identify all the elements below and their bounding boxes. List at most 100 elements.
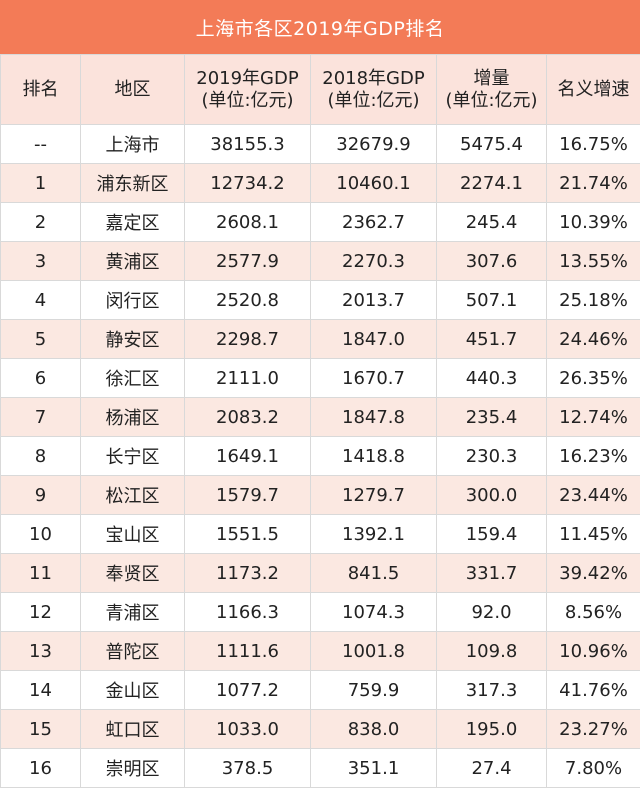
table-row: 8 长宁区 1649.1 1418.8 230.3 16.23% — [0, 436, 640, 476]
header-gdp-2018-unit: (单位:亿元) — [327, 89, 420, 111]
cell-rank: 1 — [0, 163, 81, 203]
cell-increase: 507.1 — [436, 280, 547, 320]
cell-rank: 9 — [0, 475, 81, 515]
cell-district: 嘉定区 — [80, 202, 185, 242]
cell-gdp-2019: 1551.5 — [184, 514, 311, 554]
cell-growth: 8.56% — [546, 592, 640, 632]
cell-district: 浦东新区 — [80, 163, 185, 203]
cell-gdp-2019: 38155.3 — [184, 124, 311, 164]
cell-gdp-2019: 2298.7 — [184, 319, 311, 359]
cell-growth: 24.46% — [546, 319, 640, 359]
cell-rank: 13 — [0, 631, 81, 671]
cell-rank: -- — [0, 124, 81, 164]
cell-rank: 8 — [0, 436, 81, 476]
table-row: 10 宝山区 1551.5 1392.1 159.4 11.45% — [0, 514, 640, 554]
cell-district: 虹口区 — [80, 709, 185, 749]
cell-gdp-2019: 2083.2 — [184, 397, 311, 437]
cell-gdp-2019: 2520.8 — [184, 280, 311, 320]
cell-gdp-2018: 1847.8 — [310, 397, 437, 437]
cell-gdp-2018: 1001.8 — [310, 631, 437, 671]
cell-gdp-2018: 841.5 — [310, 553, 437, 593]
cell-rank: 4 — [0, 280, 81, 320]
cell-gdp-2018: 10460.1 — [310, 163, 437, 203]
cell-gdp-2019: 1111.6 — [184, 631, 311, 671]
cell-district: 长宁区 — [80, 436, 185, 476]
header-growth: 名义增速 — [546, 54, 640, 125]
table-row: -- 上海市 38155.3 32679.9 5475.4 16.75% — [0, 124, 640, 164]
header-increase: 增量 (单位:亿元) — [436, 54, 547, 125]
cell-gdp-2018: 1392.1 — [310, 514, 437, 554]
table-row: 13 普陀区 1111.6 1001.8 109.8 10.96% — [0, 631, 640, 671]
cell-rank: 12 — [0, 592, 81, 632]
cell-rank: 14 — [0, 670, 81, 710]
header-gdp-2019: 2019年GDP (单位:亿元) — [184, 54, 311, 125]
cell-rank: 16 — [0, 748, 81, 788]
cell-growth: 25.18% — [546, 280, 640, 320]
table-row: 9 松江区 1579.7 1279.7 300.0 23.44% — [0, 475, 640, 515]
cell-district: 青浦区 — [80, 592, 185, 632]
cell-growth: 10.39% — [546, 202, 640, 242]
cell-gdp-2019: 1077.2 — [184, 670, 311, 710]
table-row: 6 徐汇区 2111.0 1670.7 440.3 26.35% — [0, 358, 640, 398]
cell-growth: 41.76% — [546, 670, 640, 710]
table-row: 4 闵行区 2520.8 2013.7 507.1 25.18% — [0, 280, 640, 320]
cell-increase: 307.6 — [436, 241, 547, 281]
cell-increase: 451.7 — [436, 319, 547, 359]
cell-growth: 16.23% — [546, 436, 640, 476]
cell-increase: 300.0 — [436, 475, 547, 515]
cell-gdp-2018: 1418.8 — [310, 436, 437, 476]
cell-rank: 10 — [0, 514, 81, 554]
table-row: 3 黄浦区 2577.9 2270.3 307.6 13.55% — [0, 241, 640, 281]
table-row: 7 杨浦区 2083.2 1847.8 235.4 12.74% — [0, 397, 640, 437]
cell-increase: 2274.1 — [436, 163, 547, 203]
cell-district: 金山区 — [80, 670, 185, 710]
header-rank: 排名 — [0, 54, 81, 125]
cell-increase: 235.4 — [436, 397, 547, 437]
cell-district: 闵行区 — [80, 280, 185, 320]
cell-rank: 2 — [0, 202, 81, 242]
cell-growth: 23.44% — [546, 475, 640, 515]
header-district: 地区 — [80, 54, 185, 125]
cell-district: 宝山区 — [80, 514, 185, 554]
cell-gdp-2018: 759.9 — [310, 670, 437, 710]
cell-gdp-2019: 1649.1 — [184, 436, 311, 476]
table-row: 11 奉贤区 1173.2 841.5 331.7 39.42% — [0, 553, 640, 593]
cell-increase: 195.0 — [436, 709, 547, 749]
cell-gdp-2019: 378.5 — [184, 748, 311, 788]
cell-gdp-2018: 1279.7 — [310, 475, 437, 515]
cell-district: 普陀区 — [80, 631, 185, 671]
cell-growth: 21.74% — [546, 163, 640, 203]
table-row: 5 静安区 2298.7 1847.0 451.7 24.46% — [0, 319, 640, 359]
cell-increase: 331.7 — [436, 553, 547, 593]
table-row: 12 青浦区 1166.3 1074.3 92.0 8.56% — [0, 592, 640, 632]
cell-growth: 26.35% — [546, 358, 640, 398]
header-gdp-2018: 2018年GDP (单位:亿元) — [310, 54, 437, 125]
cell-rank: 6 — [0, 358, 81, 398]
table-header-row: 排名 地区 2019年GDP (单位:亿元) 2018年GDP (单位:亿元) … — [0, 54, 640, 125]
cell-increase: 440.3 — [436, 358, 547, 398]
cell-increase: 92.0 — [436, 592, 547, 632]
cell-gdp-2018: 351.1 — [310, 748, 437, 788]
cell-district: 崇明区 — [80, 748, 185, 788]
cell-increase: 317.3 — [436, 670, 547, 710]
table-body: -- 上海市 38155.3 32679.9 5475.4 16.75% 1 浦东新区 1273… — [0, 124, 640, 788]
cell-gdp-2019: 1166.3 — [184, 592, 311, 632]
cell-gdp-2018: 1847.0 — [310, 319, 437, 359]
cell-growth: 13.55% — [546, 241, 640, 281]
cell-growth: 16.75% — [546, 124, 640, 164]
table-title: 上海市各区2019年GDP排名 — [0, 0, 640, 54]
cell-gdp-2018: 1670.7 — [310, 358, 437, 398]
cell-gdp-2018: 2362.7 — [310, 202, 437, 242]
cell-growth: 39.42% — [546, 553, 640, 593]
cell-increase: 245.4 — [436, 202, 547, 242]
header-gdp-2019-title: 2019年GDP — [196, 67, 299, 89]
cell-gdp-2019: 12734.2 — [184, 163, 311, 203]
cell-increase: 230.3 — [436, 436, 547, 476]
cell-gdp-2019: 1579.7 — [184, 475, 311, 515]
cell-gdp-2019: 2608.1 — [184, 202, 311, 242]
cell-district: 奉贤区 — [80, 553, 185, 593]
cell-gdp-2018: 1074.3 — [310, 592, 437, 632]
cell-rank: 3 — [0, 241, 81, 281]
cell-growth: 10.96% — [546, 631, 640, 671]
